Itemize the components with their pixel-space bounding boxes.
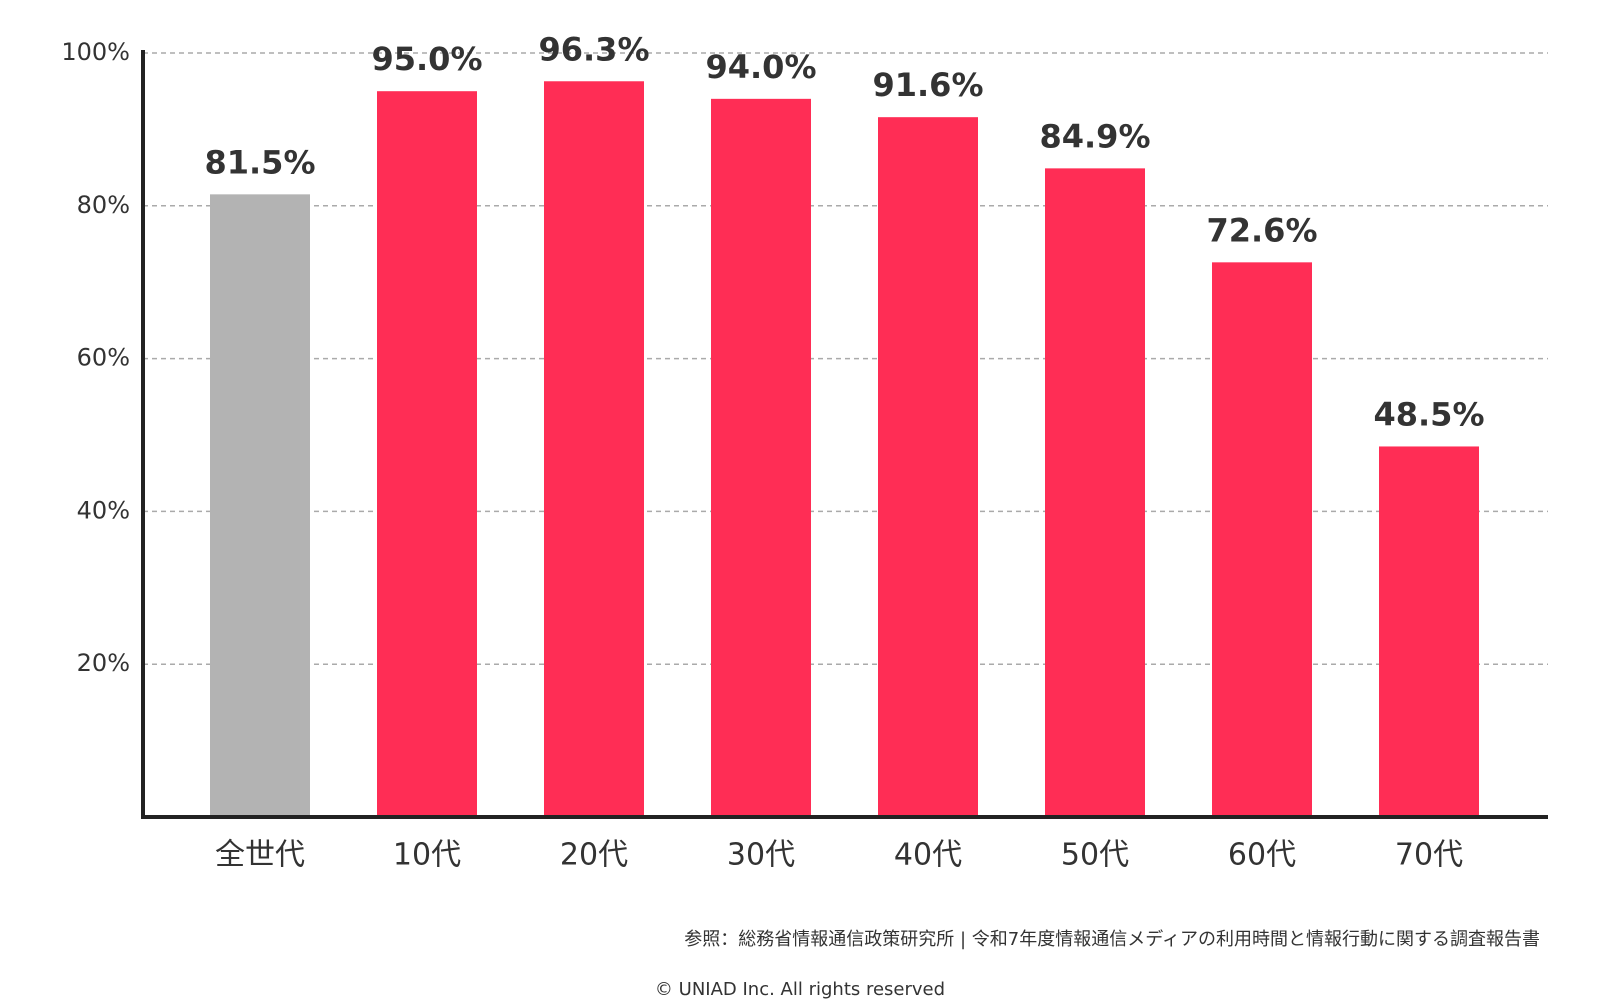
value-label: 95.0% xyxy=(371,40,482,78)
value-label: 81.5% xyxy=(204,143,315,181)
y-tick-label: 40% xyxy=(77,496,130,524)
x-tick-label: 40代 xyxy=(894,838,962,873)
y-tick-label: 100% xyxy=(61,38,130,66)
x-tick-label: 全世代 xyxy=(215,838,305,873)
x-tick-label: 60代 xyxy=(1228,838,1296,873)
value-label: 72.6% xyxy=(1206,211,1317,249)
copyright: © UNIAD Inc. All rights reserved xyxy=(655,979,945,1000)
y-tick-label: 80% xyxy=(77,191,130,219)
x-tick-label: 70代 xyxy=(1395,838,1463,873)
value-label: 84.9% xyxy=(1039,117,1150,155)
bar xyxy=(377,91,477,817)
y-tick-label: 60% xyxy=(77,344,130,372)
bar xyxy=(1045,168,1145,817)
value-label: 94.0% xyxy=(705,48,816,86)
value-label: 91.6% xyxy=(872,66,983,104)
x-tick-label: 10代 xyxy=(393,838,461,873)
value-label: 48.5% xyxy=(1373,395,1484,433)
x-tick-label: 20代 xyxy=(560,838,628,873)
value-label: 96.3% xyxy=(538,30,649,68)
bar xyxy=(1212,262,1312,817)
x-tick-label: 50代 xyxy=(1061,838,1129,873)
bar xyxy=(544,81,644,817)
bar xyxy=(210,194,310,818)
x-tick-label: 30代 xyxy=(727,838,795,873)
y-tick-label: 20% xyxy=(77,649,130,677)
bar xyxy=(878,117,978,817)
bar xyxy=(1379,446,1479,817)
source-note: 参照：総務省情報通信政策研究所 | 令和7年度情報通信メディアの利用時間と情報行… xyxy=(684,929,1540,950)
bar xyxy=(711,98,811,818)
